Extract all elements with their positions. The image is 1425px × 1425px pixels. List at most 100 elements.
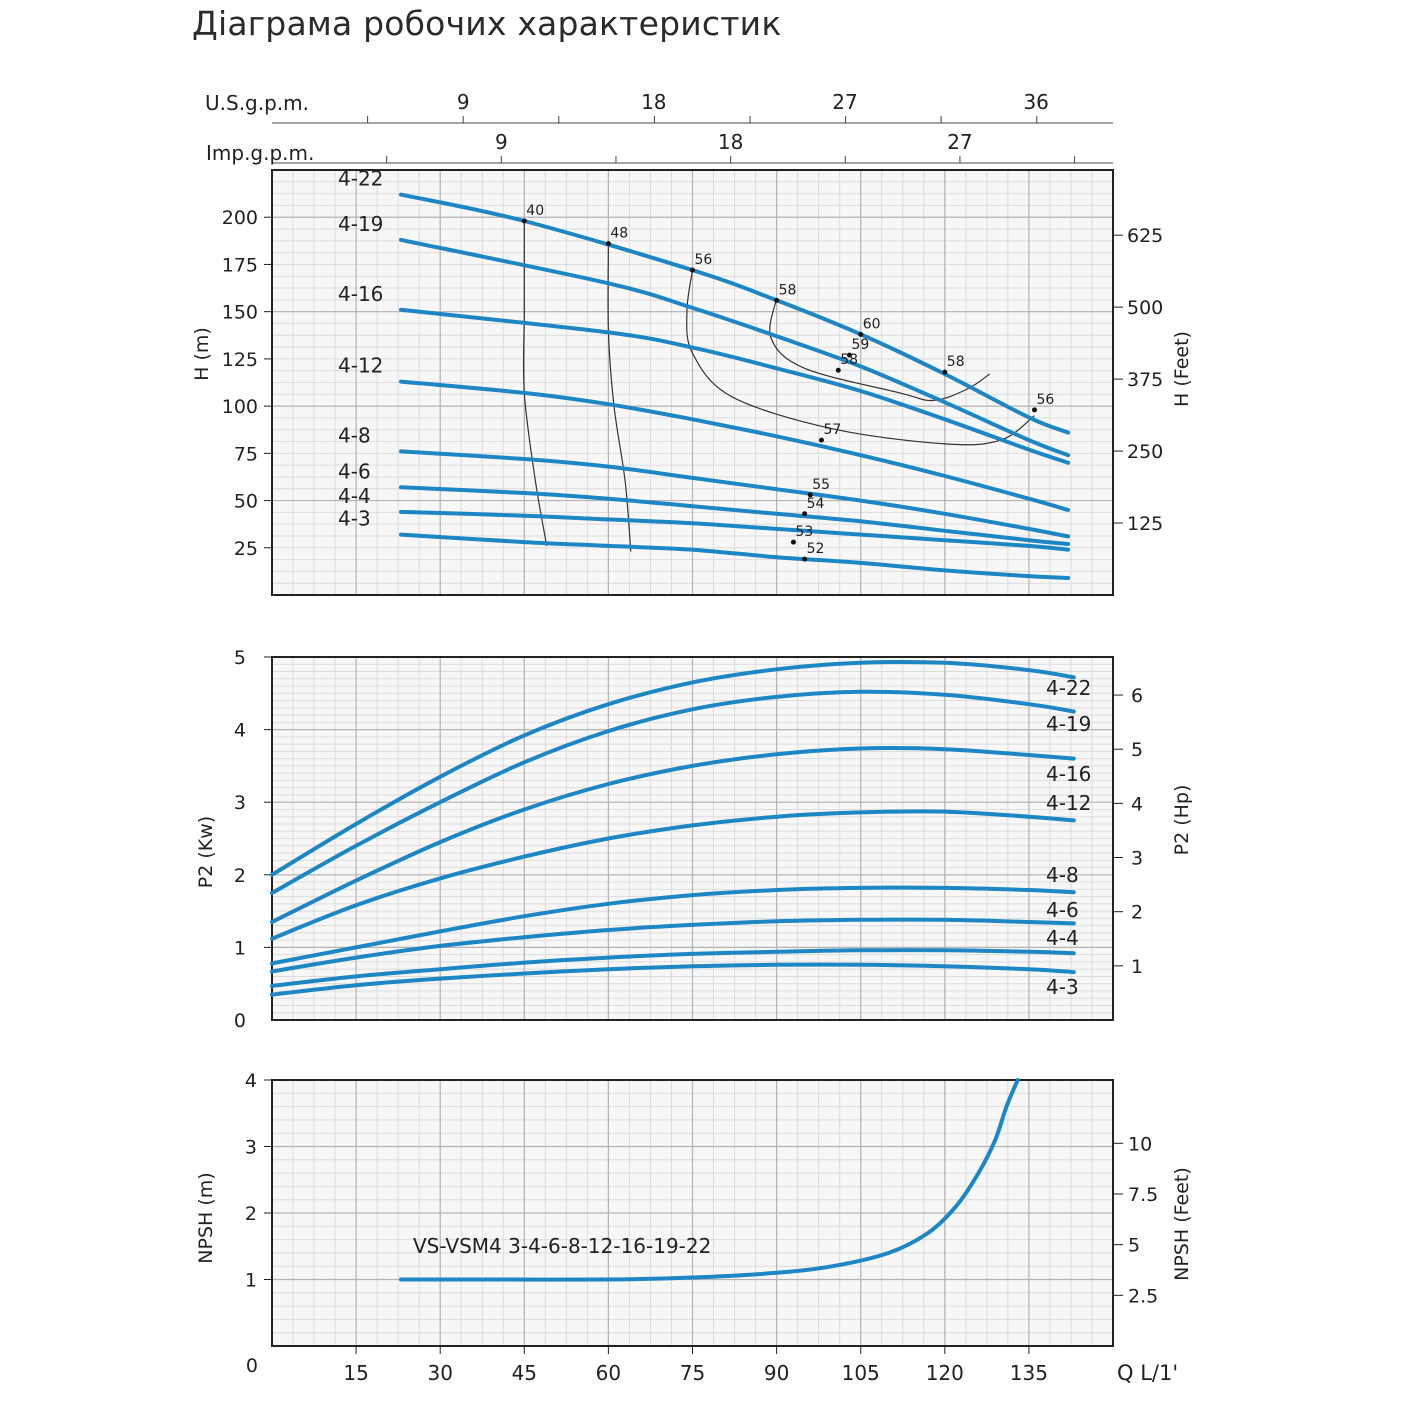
- efficiency-label: 59: [851, 337, 869, 353]
- power-series-label: 4-22: [1046, 676, 1091, 700]
- top-axis-label: U.S.g.p.m.: [205, 91, 309, 115]
- x-tick-label: 75: [680, 1361, 705, 1385]
- efficiency-label: 55: [812, 477, 830, 493]
- top-axis-tick-label: 36: [1023, 90, 1048, 114]
- y2-tick-label: 2: [1131, 902, 1143, 924]
- top-axis-tick-label: 27: [832, 90, 857, 114]
- power-curve-4-3: [270, 962, 1076, 997]
- efficiency-label: 58: [779, 282, 797, 298]
- y2-tick-label: 10: [1128, 1133, 1152, 1155]
- npsh-annotation: VS-VSM4 3-4-6-8-12-16-19-22: [413, 1234, 711, 1258]
- power-curve-4-12: [270, 809, 1076, 941]
- efficiency-point: [802, 556, 808, 562]
- head-series-label: 4-19: [338, 212, 383, 236]
- efficiency-label: 40: [526, 203, 544, 219]
- efficiency-point: [521, 218, 527, 224]
- power-series-label: 4-4: [1046, 926, 1079, 950]
- head-series-label: 4-8: [338, 423, 371, 447]
- y-tick-label: 1: [234, 937, 246, 959]
- power-curve-4-19: [270, 689, 1076, 895]
- efficiency-point: [774, 297, 780, 303]
- head-curve-4-12: [399, 379, 1071, 512]
- head-series-label: 4-16: [338, 282, 383, 306]
- y2-tick-label: 500: [1127, 297, 1163, 319]
- head-curve-4-8: [399, 449, 1071, 539]
- y-tick-label: 3: [245, 1137, 257, 1159]
- grid-layer: [264, 116, 1123, 1354]
- power-series-label: 4-3: [1046, 975, 1079, 999]
- efficiency-label: 52: [807, 541, 825, 557]
- y-tick-label: 150: [222, 302, 258, 324]
- head-curve-4-6: [399, 485, 1071, 546]
- efficiency-layer: [522, 221, 1035, 552]
- efficiency-curve: [769, 298, 991, 402]
- y2-tick-label: 5: [1128, 1235, 1140, 1257]
- efficiency-label: 54: [807, 496, 825, 512]
- head-curve-4-4: [399, 509, 1071, 552]
- head-series-label: 4-4: [338, 484, 371, 508]
- y2-axis-title: P2 (Hp): [1171, 785, 1193, 856]
- efficiency-label: 60: [863, 316, 881, 332]
- y-tick-label: 175: [222, 254, 258, 276]
- y-tick-label: 100: [222, 396, 258, 418]
- head-curve-4-19: [399, 237, 1071, 458]
- y2-tick-label: 6: [1131, 685, 1143, 707]
- power-series-label: 4-6: [1046, 898, 1079, 922]
- head-curve-4-16: [399, 307, 1071, 465]
- top-axis-tick-label: 9: [457, 90, 470, 114]
- top-axis-tick-label: 9: [495, 130, 508, 154]
- efficiency-point: [690, 267, 695, 273]
- efficiency-point: [942, 369, 948, 375]
- efficiency-point: [605, 241, 611, 247]
- top-axis-label: Imp.g.p.m.: [206, 141, 314, 165]
- y-tick-label: 75: [234, 443, 258, 465]
- efficiency-point: [818, 437, 824, 443]
- y2-tick-label: 1: [1131, 956, 1143, 978]
- top-axis-tick-label: 27: [947, 130, 972, 154]
- y2-tick-label: 7.5: [1128, 1184, 1158, 1206]
- efficiency-label: 58: [947, 354, 965, 370]
- npsh-curve: [399, 1078, 1020, 1282]
- efficiency-label: 57: [823, 422, 841, 438]
- efficiency-label: 56: [1037, 392, 1055, 408]
- efficiency-point: [858, 331, 864, 337]
- x-tick-label: 15: [343, 1361, 368, 1385]
- y-axis-title: NPSH (m): [195, 1172, 217, 1263]
- y2-tick-label: 375: [1127, 369, 1163, 391]
- y-tick-label: 3: [234, 792, 246, 814]
- power-curve-4-22: [270, 659, 1076, 877]
- power-curve-4-4: [270, 948, 1076, 988]
- power-curve-4-16: [270, 746, 1076, 924]
- power-frame: [271, 656, 1114, 1021]
- y2-tick-label: 3: [1131, 848, 1143, 870]
- efficiency-point: [790, 539, 796, 545]
- y-axis-title: H (m): [191, 327, 213, 381]
- efficiency-point: [835, 367, 841, 373]
- x-tick-label: 45: [512, 1361, 537, 1385]
- power-series-label: 4-19: [1046, 712, 1091, 736]
- head-series-label: 4-3: [338, 507, 371, 531]
- efficiency-point: [807, 492, 813, 498]
- efficiency-point: [1032, 407, 1038, 413]
- y-tick-label: 200: [222, 207, 258, 229]
- power-curve-4-6: [270, 917, 1076, 974]
- y-tick-label: 0: [246, 1355, 258, 1377]
- power-curve-4-8: [270, 885, 1076, 966]
- power-series-label: 4-12: [1046, 791, 1091, 815]
- y-tick-label: 25: [234, 538, 258, 560]
- page-title: Діаграма робочих характеристик: [192, 4, 782, 43]
- top-axis-tick-label: 18: [641, 90, 666, 114]
- y2-tick-label: 125: [1127, 513, 1163, 535]
- efficiency-point: [846, 352, 852, 358]
- y2-axis-title: NPSH (Feet): [1171, 1167, 1193, 1281]
- head-series-label: 4-6: [338, 459, 371, 483]
- y-axis-title: P2 (Kw): [195, 816, 217, 888]
- x-tick-label: 135: [1010, 1361, 1048, 1385]
- x-tick-label: 60: [596, 1361, 621, 1385]
- y-tick-label: 1: [245, 1270, 257, 1292]
- x-tick-label: 105: [842, 1361, 880, 1385]
- efficiency-label: 58: [840, 352, 858, 368]
- y2-tick-label: 2.5: [1128, 1285, 1158, 1307]
- head-series-label: 4-22: [338, 167, 383, 191]
